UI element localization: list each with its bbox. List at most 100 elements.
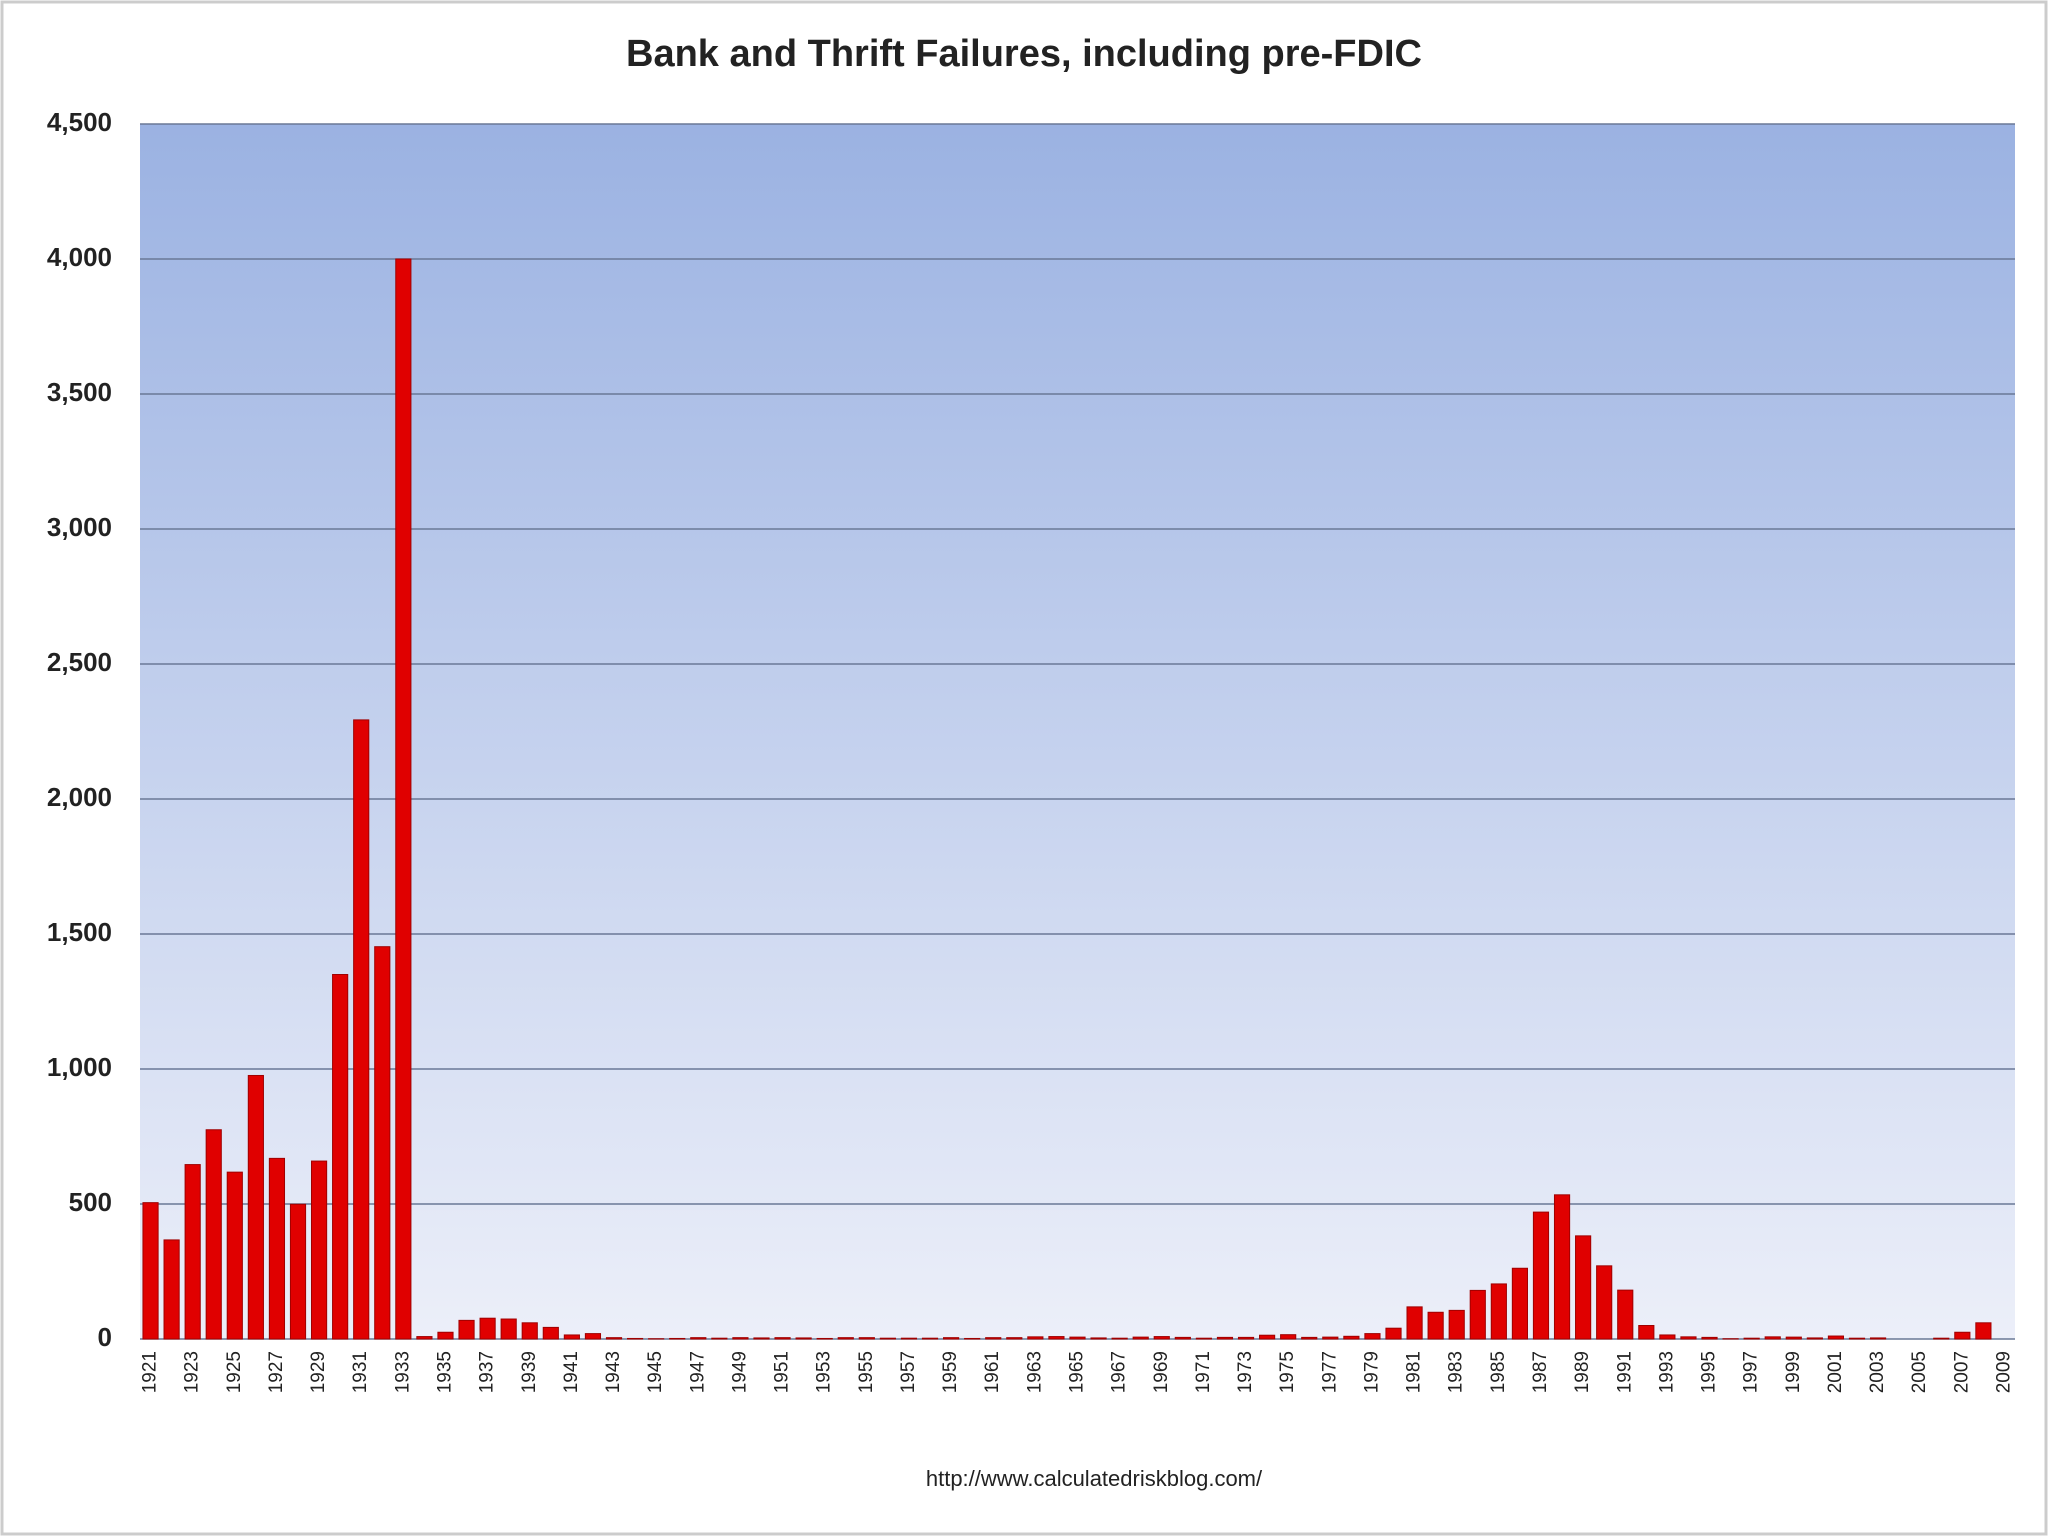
y-tick-label: 2,000 [47, 782, 112, 812]
bar [837, 1337, 854, 1340]
x-tick-label: 1967 [1109, 1351, 1130, 1393]
bar [1743, 1337, 1760, 1340]
x-tick-label: 1989 [1572, 1351, 1593, 1393]
y-tick-label: 4,500 [47, 107, 112, 137]
bar [1596, 1265, 1613, 1340]
bar [521, 1322, 538, 1340]
bar [1132, 1336, 1149, 1340]
bar [1048, 1336, 1065, 1340]
x-tick-label: 1955 [856, 1351, 877, 1393]
bar [1111, 1337, 1128, 1340]
bar [816, 1337, 833, 1340]
bar [1532, 1211, 1550, 1340]
x-tick-label: 2009 [1993, 1351, 2014, 1393]
bar [985, 1337, 1002, 1340]
bar [1954, 1331, 1971, 1340]
bar [1174, 1336, 1191, 1340]
bar [879, 1337, 896, 1340]
y-tick-label: 1,500 [47, 917, 112, 947]
bar [795, 1337, 812, 1340]
bar [1469, 1289, 1486, 1340]
bar [1090, 1337, 1107, 1340]
bar [1617, 1289, 1634, 1340]
bar [1933, 1337, 1950, 1340]
x-tick-label: 1935 [434, 1351, 455, 1393]
x-tick-label: 1945 [645, 1351, 666, 1393]
x-tick-label: 2003 [1867, 1351, 1888, 1393]
bar [500, 1318, 517, 1340]
bar [437, 1331, 454, 1340]
x-tick-label: 1991 [1614, 1351, 1635, 1393]
bar [1406, 1306, 1423, 1340]
x-tick-label: 1951 [772, 1351, 793, 1393]
x-tick-label: 1947 [687, 1351, 708, 1393]
bar [1680, 1336, 1697, 1340]
y-tick-label: 3,500 [47, 377, 112, 407]
x-tick-label: 1961 [982, 1351, 1003, 1393]
bar [943, 1337, 960, 1340]
bar [669, 1337, 686, 1340]
y-tick-label: 0 [98, 1322, 112, 1352]
bar [627, 1337, 644, 1340]
bar [1448, 1309, 1465, 1340]
x-tick-label: 1979 [1361, 1351, 1382, 1393]
source: http://www.calculatedriskblog.com/ [926, 1466, 1263, 1491]
x-tick-label: 1977 [1319, 1351, 1340, 1393]
x-tick-label: 1943 [603, 1351, 624, 1393]
bar [584, 1333, 602, 1340]
bar [1785, 1336, 1802, 1340]
bar [1216, 1336, 1234, 1340]
bar [458, 1319, 475, 1340]
x-tick-label: 1987 [1530, 1351, 1551, 1393]
bar [205, 1129, 222, 1340]
x-tick-label: 1983 [1446, 1351, 1467, 1393]
bar [753, 1337, 770, 1340]
x-tick-label: 1953 [814, 1351, 835, 1393]
x-tick-label: 1937 [477, 1351, 498, 1393]
bar [226, 1171, 243, 1340]
x-tick-label: 1957 [898, 1351, 919, 1393]
x-tick-label: 1931 [350, 1351, 371, 1393]
x-tick-label: 1985 [1488, 1351, 1509, 1393]
bar [332, 974, 349, 1340]
x-tick-label: 1929 [308, 1351, 329, 1393]
bar [1975, 1322, 1992, 1340]
bar [1322, 1336, 1339, 1340]
bar [563, 1334, 580, 1340]
y-tick-label: 500 [69, 1187, 112, 1217]
x-tick-label: 2001 [1825, 1351, 1846, 1393]
bar [1364, 1333, 1381, 1340]
x-tick-label: 1997 [1741, 1351, 1762, 1393]
bar [374, 946, 391, 1340]
bar [732, 1337, 749, 1340]
bar [289, 1203, 307, 1340]
x-tick-label: 1923 [182, 1351, 203, 1393]
x-tick-label: 1999 [1783, 1351, 1804, 1393]
bar [1006, 1337, 1023, 1340]
x-tick-label: 1993 [1656, 1351, 1677, 1393]
bar [479, 1317, 496, 1340]
bar [1027, 1336, 1044, 1340]
bar [542, 1326, 559, 1340]
x-tick-label: 1963 [1024, 1351, 1045, 1393]
bar [1069, 1336, 1086, 1340]
x-tick-label: 1921 [140, 1351, 161, 1393]
x-tick-label: 1941 [561, 1351, 582, 1393]
bar [1827, 1335, 1845, 1340]
bar [1195, 1337, 1212, 1340]
bar [1490, 1283, 1507, 1340]
bar [395, 258, 412, 1340]
chart-title: Bank and Thrift Failures, including pre-… [626, 33, 1422, 75]
bar [921, 1337, 939, 1340]
x-tick-label: 1933 [392, 1351, 413, 1393]
bar [1701, 1336, 1718, 1340]
x-tick-label: 1959 [940, 1351, 961, 1393]
x-tick-label: 1975 [1277, 1351, 1298, 1393]
bar [416, 1336, 433, 1340]
bar [184, 1164, 201, 1340]
x-tick-label: 1939 [519, 1351, 540, 1393]
bar [605, 1337, 623, 1340]
bar [858, 1337, 875, 1340]
